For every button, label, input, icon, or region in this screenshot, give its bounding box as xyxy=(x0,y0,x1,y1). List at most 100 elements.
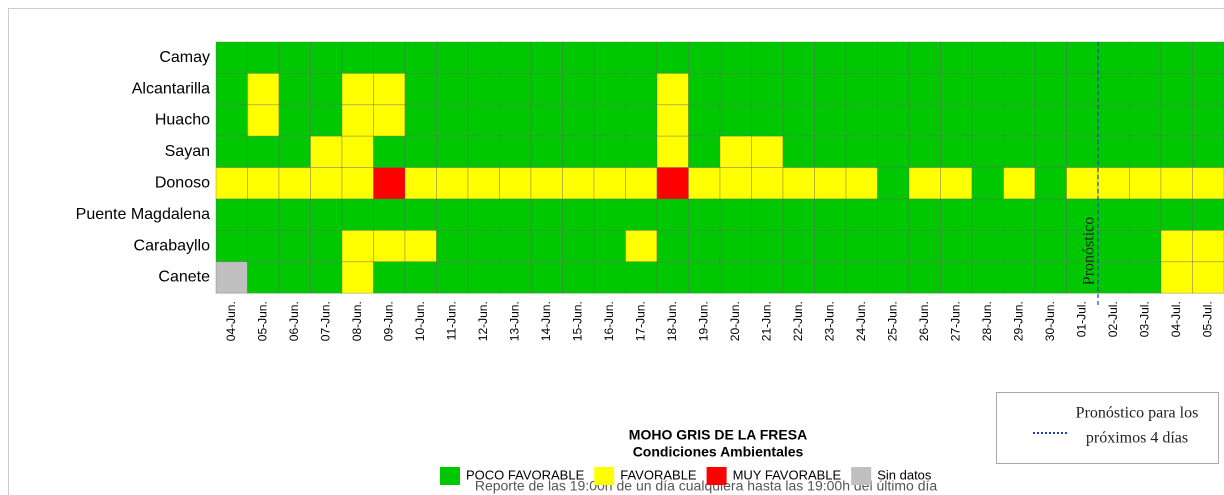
cell xyxy=(278,167,311,200)
cell xyxy=(341,73,374,106)
cell xyxy=(1192,135,1224,168)
cell xyxy=(940,167,973,200)
cell xyxy=(1003,261,1036,294)
cell xyxy=(530,167,563,200)
cell xyxy=(1066,261,1099,294)
cell xyxy=(1066,104,1099,137)
cell xyxy=(625,41,658,74)
column-label: 27-Jun. xyxy=(948,301,962,341)
cell xyxy=(373,73,406,106)
cell xyxy=(373,41,406,74)
cell xyxy=(751,198,784,231)
cell xyxy=(751,73,784,106)
cell xyxy=(530,135,563,168)
legend-label: FAVORABLE xyxy=(620,467,697,482)
cell xyxy=(1160,229,1193,263)
cell xyxy=(278,135,311,168)
cell xyxy=(467,229,500,263)
cell xyxy=(1097,135,1130,168)
cell xyxy=(908,73,941,106)
cell xyxy=(688,167,721,200)
cell xyxy=(940,261,973,294)
cell xyxy=(1129,104,1162,137)
cell xyxy=(341,261,374,294)
cell xyxy=(940,229,973,263)
cell xyxy=(499,198,532,231)
cell xyxy=(562,73,595,106)
cell xyxy=(814,104,847,137)
cell xyxy=(782,73,815,106)
cell xyxy=(845,198,878,231)
cell xyxy=(782,104,815,137)
cell xyxy=(782,261,815,294)
cell xyxy=(215,229,248,263)
cell xyxy=(215,41,248,74)
row-label: Huacho xyxy=(155,112,210,129)
cell xyxy=(404,73,437,106)
cell xyxy=(1066,167,1099,200)
cell xyxy=(1097,104,1130,137)
cell xyxy=(278,261,311,294)
row-label: Sayan xyxy=(165,143,210,160)
legend-swatch xyxy=(440,467,460,485)
cell xyxy=(656,73,689,106)
cell xyxy=(625,135,658,168)
column-label: 19-Jun. xyxy=(696,301,710,341)
cell xyxy=(593,198,626,231)
cell xyxy=(940,104,973,137)
cell xyxy=(971,135,1004,168)
cell xyxy=(404,104,437,137)
cell xyxy=(688,198,721,231)
cell xyxy=(467,167,500,200)
cell xyxy=(656,167,689,200)
cell xyxy=(845,261,878,294)
cell xyxy=(593,41,626,74)
cell xyxy=(719,135,752,168)
cell xyxy=(625,73,658,106)
cell xyxy=(1003,73,1036,106)
cell xyxy=(530,104,563,137)
cell xyxy=(562,198,595,231)
forecast-box xyxy=(996,392,1219,464)
cell xyxy=(656,261,689,294)
cell xyxy=(719,261,752,294)
cell xyxy=(373,261,406,294)
column-label: 10-Jun. xyxy=(413,301,427,341)
cell xyxy=(908,261,941,294)
cell xyxy=(688,135,721,168)
column-label: 28-Jun. xyxy=(980,301,994,341)
cell xyxy=(814,73,847,106)
cell xyxy=(908,41,941,74)
cell xyxy=(215,198,248,231)
column-label: 02-Jul. xyxy=(1106,301,1120,337)
cell xyxy=(215,261,248,294)
cell xyxy=(625,261,658,294)
cell xyxy=(1192,41,1224,74)
cell xyxy=(814,135,847,168)
cell xyxy=(593,167,626,200)
cell xyxy=(404,41,437,74)
cell xyxy=(1066,73,1099,106)
cell xyxy=(625,104,658,137)
cell xyxy=(1192,104,1224,137)
cell xyxy=(877,41,910,74)
cell xyxy=(530,229,563,263)
cell xyxy=(436,104,469,137)
column-label: 03-Jul. xyxy=(1137,301,1151,337)
cell xyxy=(1160,104,1193,137)
cell xyxy=(751,135,784,168)
cell xyxy=(845,41,878,74)
cell xyxy=(1129,261,1162,294)
cell xyxy=(562,167,595,200)
cell xyxy=(1034,73,1067,106)
cell xyxy=(1003,104,1036,137)
cell xyxy=(310,261,343,294)
cell xyxy=(1160,135,1193,168)
cell xyxy=(562,135,595,168)
cell xyxy=(971,167,1004,200)
row-label: Alcantarilla xyxy=(132,80,210,97)
cell xyxy=(656,41,689,74)
legend-label: Sin datos xyxy=(877,467,932,482)
cell xyxy=(436,229,469,263)
cell xyxy=(593,261,626,294)
